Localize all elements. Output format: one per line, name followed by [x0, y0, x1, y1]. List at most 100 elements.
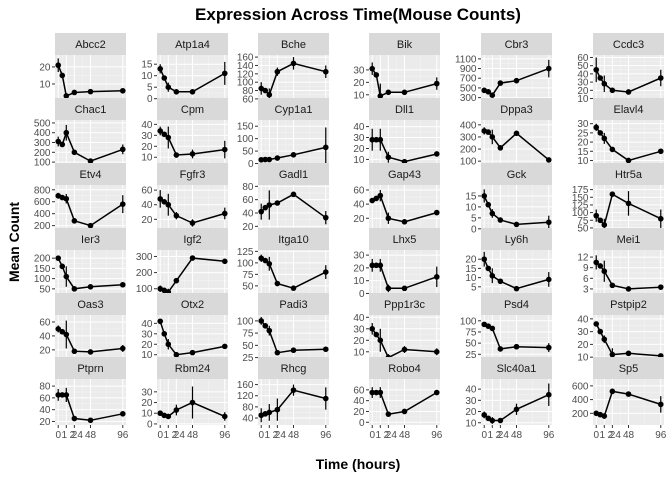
data-point [377, 136, 384, 143]
data-point [290, 285, 297, 291]
facet-strip-label: Etv4 [79, 169, 101, 181]
y-tick-label: 20 [465, 255, 477, 266]
data-point [601, 336, 608, 343]
data-point [401, 285, 408, 292]
data-point [221, 343, 228, 350]
y-tick-label: 0 [359, 289, 365, 300]
facet-strip-label: Pstpip2 [610, 299, 647, 311]
data-point [385, 89, 392, 96]
y-tick-label: 30 [353, 324, 365, 335]
y-tick-label: 50 [242, 341, 254, 352]
y-tick-label: 60 [39, 393, 51, 404]
data-point [545, 344, 552, 351]
y-tick-label: 50 [465, 339, 477, 350]
data-point [59, 72, 66, 79]
data-point [59, 141, 66, 148]
data-point [513, 285, 520, 292]
y-tick-label: 150 [572, 193, 589, 204]
data-point [322, 144, 329, 151]
facet-strip [481, 293, 552, 315]
y-tick-label: 10 [353, 276, 365, 287]
data-point [601, 135, 608, 142]
data-point [274, 68, 281, 75]
facet-strip [258, 293, 329, 315]
y-tick-label: 300 [34, 138, 51, 149]
y-tick-label: 20 [39, 345, 51, 356]
y-tick-label: 400 [34, 209, 51, 220]
data-point [657, 401, 664, 408]
data-point [593, 66, 600, 73]
data-point [173, 152, 180, 158]
data-point [290, 347, 297, 354]
data-point [373, 72, 380, 78]
y-tick-label: 30 [577, 78, 589, 89]
x-tick-label: 24 [386, 430, 398, 441]
y-tick-label: 50 [242, 147, 254, 158]
facet-strip [369, 98, 440, 120]
facet-strip-label: Ier3 [81, 234, 100, 246]
y-tick-label: 600 [572, 381, 589, 392]
y-tick-label: 40 [242, 414, 254, 425]
facet-strip-label: Slc40a1 [497, 363, 537, 375]
data-point [63, 392, 70, 398]
data-point [165, 341, 172, 348]
y-tick-label: 100 [237, 78, 254, 89]
data-point [157, 318, 164, 325]
y-tick-label: 200 [34, 254, 51, 265]
y-tick-label: 30 [141, 131, 153, 142]
y-tick-label: 0 [359, 418, 365, 429]
facet-panel: Gadl1 20 40 60 80 [242, 163, 329, 233]
data-point [173, 407, 180, 413]
data-point [173, 277, 180, 284]
y-tick-label: 125 [237, 247, 254, 258]
data-point [173, 89, 180, 95]
facet-strip-label: Abcc2 [75, 39, 106, 51]
data-point [274, 280, 281, 287]
facet-strip-label: Gap43 [388, 169, 421, 181]
y-tick-label: 60 [577, 53, 589, 64]
facet-strip [258, 98, 329, 120]
y-tick-label: 150 [237, 122, 254, 133]
data-point [189, 89, 196, 95]
facet-strip-label: Bche [281, 39, 306, 51]
data-point [513, 77, 520, 84]
data-point [369, 65, 376, 72]
y-tick-label: 10 [353, 347, 365, 358]
data-point [373, 331, 380, 338]
data-point [489, 92, 496, 98]
data-point [322, 214, 329, 221]
y-tick-label: 50 [242, 281, 254, 292]
data-point [119, 87, 126, 94]
data-point [657, 215, 664, 222]
x-tick-label: 1 [164, 430, 170, 441]
data-point [369, 262, 376, 269]
data-point [262, 156, 269, 163]
data-point [71, 89, 78, 96]
facet-strip [55, 98, 126, 120]
data-point [545, 65, 552, 72]
facet-strip-label: Mei1 [617, 234, 641, 246]
y-tick-label: 100 [237, 134, 254, 145]
y-tick-label: 40 [577, 69, 589, 80]
facet-strip [258, 163, 329, 185]
y-tick-label: 30 [353, 65, 365, 76]
facet-strip [369, 33, 440, 55]
data-point [161, 131, 168, 138]
y-tick-label: 12 [577, 253, 589, 264]
y-tick-label: 15 [465, 264, 477, 275]
y-tick-label: 500 [460, 83, 477, 94]
facet-strip [593, 33, 664, 55]
facet-strip [157, 228, 228, 250]
data-point [173, 351, 180, 358]
y-tick-label: 75 [242, 329, 254, 340]
data-point [262, 322, 269, 329]
y-tick-label: 500 [34, 118, 51, 129]
data-point [157, 66, 164, 72]
data-point [625, 200, 632, 207]
data-point [497, 417, 504, 424]
y-tick-label: 20 [353, 407, 365, 418]
